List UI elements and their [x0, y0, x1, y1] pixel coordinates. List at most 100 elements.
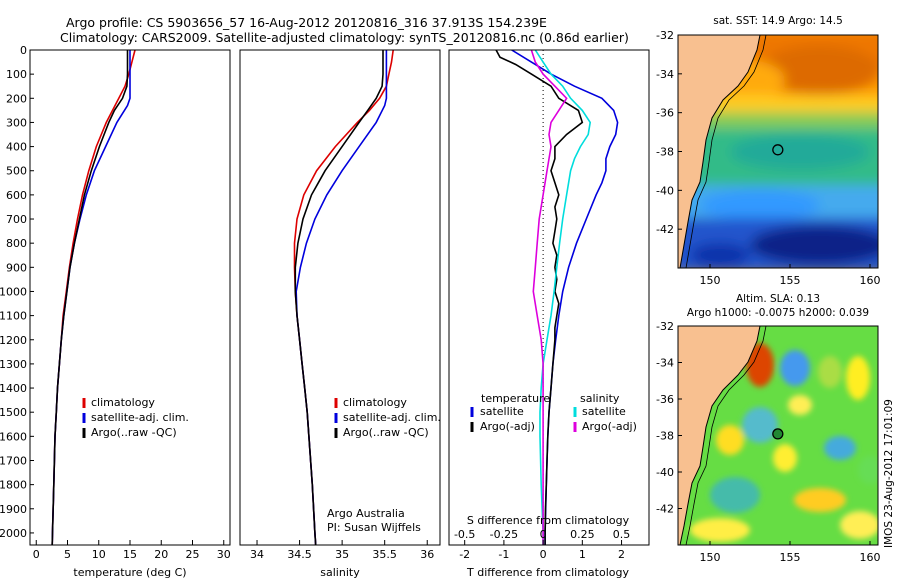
y-tick-label: 100: [6, 68, 27, 81]
legend-argo: Argo(..raw -QC): [343, 426, 429, 439]
series-argo-raw-qc-: [51, 50, 129, 545]
x-tick-label: -2: [459, 548, 470, 561]
x-tick-label: 20: [154, 548, 168, 561]
salinity-xlabel: salinity: [320, 566, 360, 579]
x-tick-label: 35.5: [372, 548, 397, 561]
x-tick-label: -1: [498, 548, 509, 561]
difference-xlabel: T difference from climatology: [466, 566, 629, 579]
legend-t-argo: Argo(-adj): [480, 420, 535, 433]
map-y-tick-label: -32: [656, 320, 674, 333]
map-x-tick-label: 160: [860, 551, 881, 564]
map-y-tick-label: -34: [656, 68, 674, 81]
sla-shelf-contour: [685, 326, 767, 545]
y-tick-label: 1000: [0, 285, 27, 298]
y-tick-label: 400: [6, 141, 27, 154]
series-climatology: [293, 50, 394, 545]
s-tick-label: 0.25: [570, 528, 595, 541]
annotation-argo-australia: Argo Australia: [327, 507, 405, 520]
y-tick-label: 1200: [0, 334, 27, 347]
legend-s-argo: Argo(-adj): [582, 420, 637, 433]
sla-land-australia: [678, 326, 761, 545]
y-tick-label: 1100: [0, 310, 27, 323]
map-y-tick-label: -42: [656, 503, 674, 516]
series-climatology: [51, 50, 136, 545]
map-y-tick-label: -36: [656, 107, 674, 120]
y-tick-label: 1600: [0, 430, 27, 443]
y-tick-label: 1900: [0, 503, 27, 516]
y-tick-label: 1400: [0, 382, 27, 395]
s-tick-label: 0: [540, 528, 547, 541]
x-tick-label: 10: [92, 548, 106, 561]
legend-title-temperature: temperature: [481, 392, 550, 405]
difference-panel: -2 -1 0 1 2 -0.5 -0.25 0 0.25 0.5 T difference f…: [448, 49, 650, 579]
y-tick-label: 1500: [0, 406, 27, 419]
s-tick-label: -0.25: [490, 528, 518, 541]
legend-climatology: climatology: [91, 396, 155, 409]
map-x-tick-label: 150: [700, 274, 721, 287]
salinity-legend: climatology satellite-adj. clim. Argo(..…: [334, 396, 441, 439]
series-salinity-satellite: [534, 50, 592, 545]
y-tick-label: 300: [6, 116, 27, 129]
difference-legend: temperature salinity satellite Argo(-adj…: [470, 392, 637, 433]
y-tick-label: 900: [6, 261, 27, 274]
map-x-tick-label: 155: [780, 274, 801, 287]
y-tick-label: 1700: [0, 454, 27, 467]
annotation-pi: PI: Susan Wijffels: [327, 521, 421, 534]
sst-land-australia: [678, 35, 761, 268]
sla-map-title-1: Altim. SLA: 0.13: [736, 293, 820, 305]
x-tick-label: 34: [250, 548, 264, 561]
y-tick-label: 600: [6, 189, 27, 202]
header-line-2: Climatology: CARS2009. Satellite-adjuste…: [60, 30, 629, 45]
temperature-panel: 0 5 10 15 20 25 30 0 100 200 300 400 500 600 700 800 90…: [0, 44, 231, 579]
x-tick-label: 5: [64, 548, 71, 561]
sla-float-marker: [772, 428, 784, 440]
map-x-tick-label: 155: [780, 551, 801, 564]
sla-map: Altim. SLA: 0.13 Argo h1000: -0.0075 h20…: [656, 293, 881, 564]
series-satellite-adj-clim-: [295, 50, 388, 545]
s-tick-label: 0.5: [613, 528, 631, 541]
x-tick-label: 0: [540, 548, 547, 561]
temperature-xlabel: temperature (deg C): [73, 566, 186, 579]
x-tick-label: 36: [420, 548, 434, 561]
y-tick-label: 800: [6, 237, 27, 250]
sst-map: sat. SST: 14.9 Argo: 14.5 150 15: [656, 15, 881, 287]
series-temperature-satellite: [511, 50, 619, 545]
difference-frame: [448, 49, 650, 546]
s-tick-label: -0.5: [454, 528, 475, 541]
difference-toplabel: S difference from climatology: [467, 514, 630, 527]
x-tick-label: 35: [335, 548, 349, 561]
map-y-tick-label: -36: [656, 393, 674, 406]
map-y-tick-label: -34: [656, 357, 674, 370]
map-y-tick-label: -40: [656, 184, 674, 197]
map-y-tick-label: -38: [656, 146, 674, 159]
y-tick-label: 200: [6, 92, 27, 105]
imos-side-label: IMOS 23-Aug-2012 17:01:09: [883, 399, 895, 548]
sst-map-title: sat. SST: 14.9 Argo: 14.5: [713, 15, 843, 27]
sla-field: [690, 343, 878, 542]
series-temperature-argo-adj-: [495, 50, 584, 545]
temperature-legend: climatology satellite-adj. clim. Argo(..…: [82, 396, 189, 439]
salinity-panel: 34 34.5 35 35.5 36 salinity climatology sate…: [239, 49, 441, 579]
sst-shelf-contour: [685, 35, 767, 268]
legend-argo: Argo(..raw -QC): [91, 426, 177, 439]
legend-satellite: satellite-adj. clim.: [91, 411, 189, 424]
legend-t-satellite: satellite: [480, 405, 524, 418]
legend-climatology: climatology: [343, 396, 407, 409]
map-x-tick-label: 150: [700, 551, 721, 564]
salinity-frame: [239, 49, 441, 546]
map-x-tick-label: 160: [860, 274, 881, 287]
x-tick-label: 30: [217, 548, 231, 561]
map-y-tick-label: -38: [656, 430, 674, 443]
x-tick-label: 0: [33, 548, 40, 561]
x-tick-label: 34.5: [287, 548, 312, 561]
y-tick-label: 0: [20, 44, 27, 57]
map-y-tick-label: -40: [656, 466, 674, 479]
legend-title-salinity: salinity: [580, 392, 620, 405]
series-salinity-argo-adj-: [530, 50, 568, 545]
sla-map-title-2: Argo h1000: -0.0075 h2000: 0.039: [687, 307, 869, 319]
x-tick-label: 2: [618, 548, 625, 561]
series-argo-raw-qc-: [294, 50, 384, 545]
sst-float-marker: [772, 144, 784, 156]
y-tick-label: 1300: [0, 358, 27, 371]
